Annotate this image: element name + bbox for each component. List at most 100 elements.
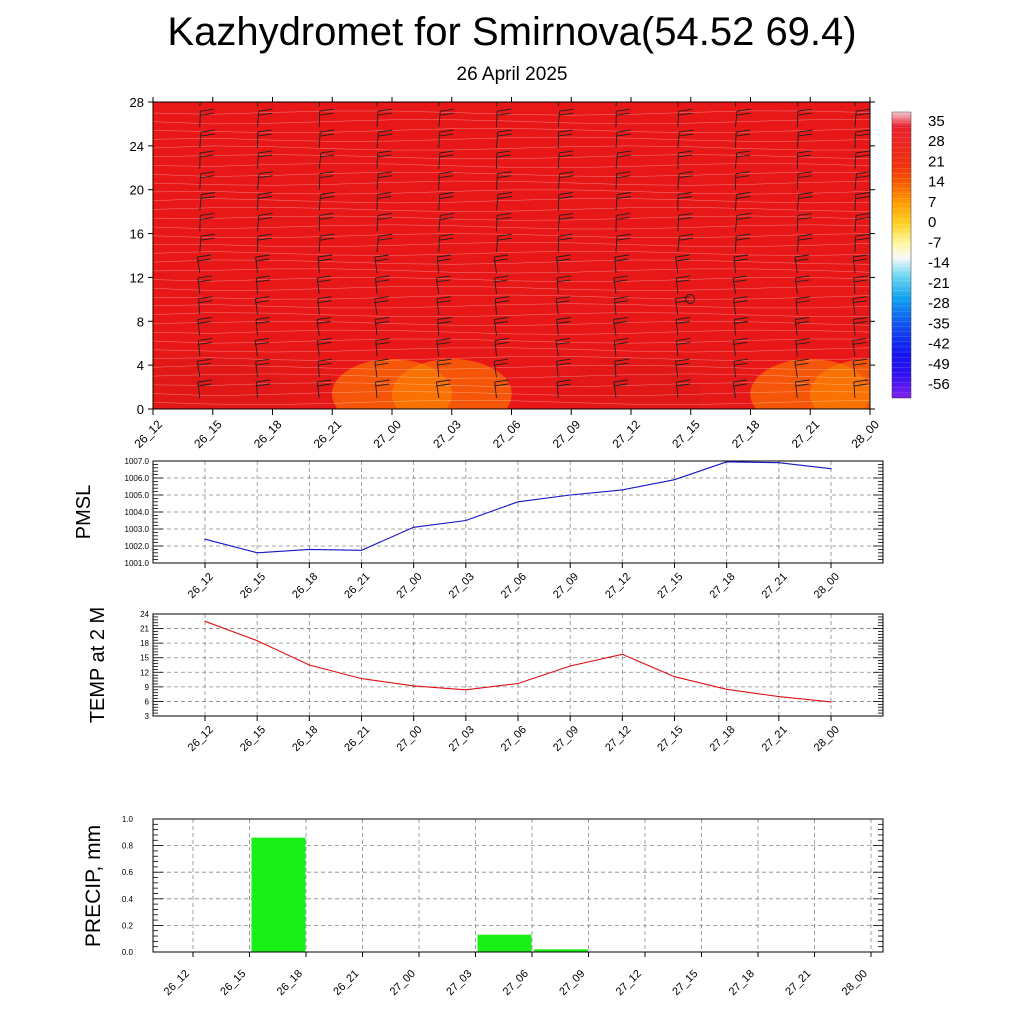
wind-barb-flag [319,129,335,137]
wind-barb-flag [200,171,215,179]
wind-barb [555,298,559,315]
colorbar-label: 14 [928,174,945,191]
isotherm-line [153,294,870,300]
data-point [569,494,571,496]
wind-barb-flag [678,108,693,116]
wind-barb-flag [375,379,390,387]
wind-barb [854,111,857,128]
wind-barb [557,152,560,169]
y-tick-label: 18 [140,639,149,648]
wind-barb-flag [374,296,389,304]
x-tick-label: 26_21 [331,968,361,998]
colorbar-label: -56 [928,376,950,393]
wind-barb-flag [317,337,332,345]
wind-barb-flag [797,171,813,179]
x-tick-label: 26_21 [311,417,345,451]
wind-barb-flag [199,212,215,220]
isotherm-line [153,364,870,370]
wind-barb [317,298,320,315]
wind-barb [496,215,498,232]
precip-bar [477,934,532,952]
x-tick-label: 26_15 [218,968,248,998]
wind-barb [374,319,378,336]
wind-barb-flag [439,129,454,137]
wind-barb-flag [733,358,749,366]
wind-barb [794,319,798,336]
colorbar-label: -7 [928,234,941,251]
isotherm-line [153,268,870,274]
wind-barb [376,236,379,253]
wind-barb-flag [675,358,690,366]
wind-barb-flag [374,317,390,324]
x-tick-label: 27_00 [394,724,424,754]
colorbar-label: 21 [928,153,945,170]
wind-barb [795,298,798,315]
data-point [413,526,415,528]
heatmap-field [153,102,870,409]
wind-barb [493,256,497,274]
wind-barb [494,277,497,294]
wind-barb-flag [795,296,811,304]
wind-barb [196,361,201,378]
wind-barb [854,194,857,211]
wind-barb-flag [436,275,451,283]
wind-barb-flag [558,129,573,137]
x-tick-label: 27_03 [430,417,464,451]
wind-barb [436,340,440,357]
wind-barb-flag [138,172,152,178]
wind-barb-flag [376,192,392,199]
wind-barb [199,236,202,253]
temp-panel: 3 6 9 12 15 18 21 24 26_12 26_15 26_18 26_21 27_00 27… [87,607,884,754]
wind-barb-flag [799,88,813,94]
colorbar-label: -35 [928,315,950,332]
wind-barb-flag [675,379,691,387]
x-tick-label: 27_03 [444,968,474,998]
colorbar-label: -42 [928,336,950,353]
wind-barb [436,298,440,315]
wind-barb-flag [319,233,335,241]
wind-barb [255,361,258,378]
wind-barb-flag [797,212,812,220]
wind-barb-flag [798,192,813,199]
wind-barb [257,173,260,190]
y-tick-label: 3 [145,712,150,721]
wind-barb-flag [855,192,870,199]
wind-barb [494,340,497,357]
wind-barb [198,298,201,315]
data-point [308,548,310,551]
wind-barb [438,215,441,232]
wind-barb-flag [197,379,212,387]
isotherm-line [153,119,870,125]
wind-barb-flag [317,358,333,366]
wind-barb-flag [439,88,453,94]
wind-barb [255,381,258,399]
isotherm-line [153,391,870,396]
wind-barb-flag [496,108,512,116]
isotherm-line [153,250,870,256]
wind-barb [615,236,618,253]
colorbar-label: 7 [928,194,936,211]
wind-barb-flag [200,192,216,199]
wind-barb [197,381,201,399]
data-point [726,461,728,463]
wind-barb-flag [498,88,512,94]
wind-barb-flag [613,317,628,324]
wind-barb [199,173,202,190]
wind-barb [732,381,736,399]
wind-barb [735,102,737,107]
isotherm-line [153,145,870,151]
wind-barb-flag [614,296,629,304]
wind-barb [854,215,857,232]
wind-barb [493,361,497,378]
wind-barb-flag [255,296,270,304]
wind-barb-flag [556,358,571,366]
wind-barb [732,340,736,357]
data-point [517,682,519,685]
wind-barb-flag [794,358,809,366]
x-tick-label: 26_15 [238,571,268,601]
wind-barb-flag [735,129,751,137]
wind-barb [556,256,559,274]
data-point [517,501,519,503]
isotherm-line [153,163,870,168]
y-tick-label: 15 [140,654,149,663]
